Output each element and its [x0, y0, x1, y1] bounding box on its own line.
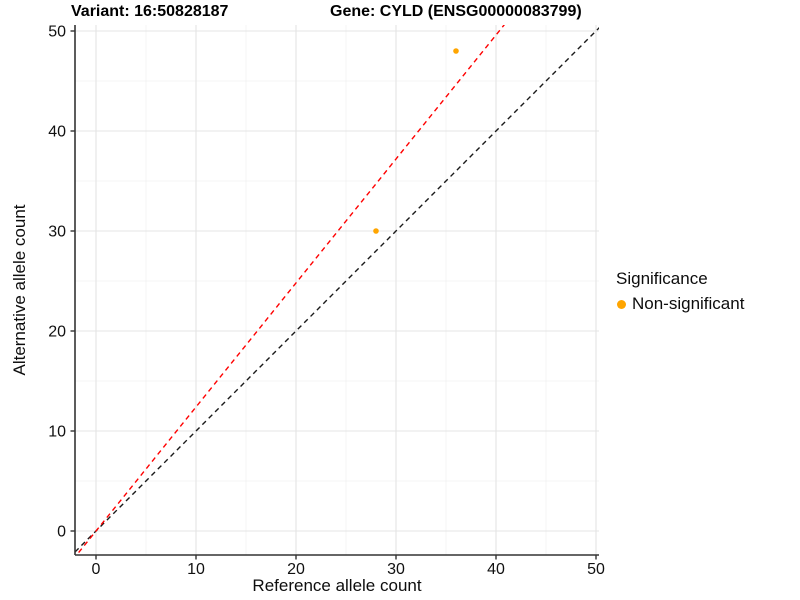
- y-tick-label: 0: [57, 524, 66, 541]
- gridlines-minor: [75, 25, 599, 555]
- y-tick-label: 20: [48, 324, 66, 341]
- x-tick-label: 30: [387, 561, 405, 578]
- reference-lines: [75, 25, 599, 555]
- scatter-point: [373, 228, 379, 234]
- tick-marks: [70, 30, 597, 560]
- y-axis-title: Alternative allele count: [10, 204, 29, 376]
- y-tick-label: 40: [48, 124, 66, 141]
- axis-lines: [74, 25, 599, 556]
- x-axis-title: Reference allele count: [252, 576, 422, 595]
- legend-item-label: Non-significant: [632, 294, 745, 313]
- y-tick-label: 30: [48, 224, 66, 241]
- gridlines-major: [75, 25, 599, 555]
- identity-line: [75, 27, 599, 553]
- y-tick-label: 10: [48, 424, 66, 441]
- y-tick-label: 50: [48, 24, 66, 41]
- tick-labels: 0 10 20 30 40 50 0 10 20 30 40 50: [48, 24, 605, 579]
- legend: Significance Non-significant: [616, 269, 744, 314]
- plot-title-gene: Gene: CYLD (ENSG00000083799): [330, 3, 582, 20]
- legend-title: Significance: [616, 269, 708, 288]
- allelic-ratio-line: [75, 25, 505, 555]
- legend-key-dot: [617, 299, 626, 309]
- plot-title-variant: Variant: 16:50828187: [71, 3, 229, 20]
- scatter-point: [453, 48, 459, 54]
- data-points: [373, 48, 459, 234]
- x-tick-label: 40: [487, 561, 505, 578]
- x-tick-label: 10: [187, 561, 205, 578]
- legend-item: Non-significant: [616, 294, 744, 314]
- x-tick-label: 50: [587, 561, 605, 578]
- x-tick-label: 20: [287, 561, 305, 578]
- legend-items: Non-significant: [616, 294, 744, 314]
- x-tick-label: 0: [92, 561, 101, 578]
